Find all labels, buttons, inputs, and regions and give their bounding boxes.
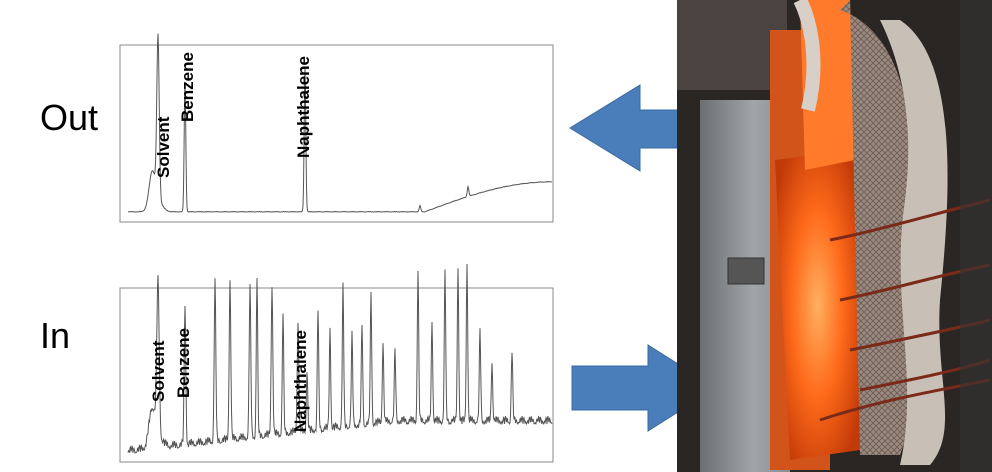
out-label: Out [40, 97, 98, 138]
figure: Out In Solvent Benzene Naphthalene Solve… [0, 0, 992, 472]
peak-label: Benzene [174, 328, 193, 398]
in-label: In [40, 315, 70, 356]
peak-label: Solvent [154, 116, 173, 178]
peak-label: Naphthalene [291, 330, 310, 432]
peak-label: Naphthalene [294, 56, 313, 158]
peak-label: Solvent [149, 340, 168, 402]
reactor-photo [677, 0, 992, 472]
peak-label: Benzene [178, 52, 197, 122]
